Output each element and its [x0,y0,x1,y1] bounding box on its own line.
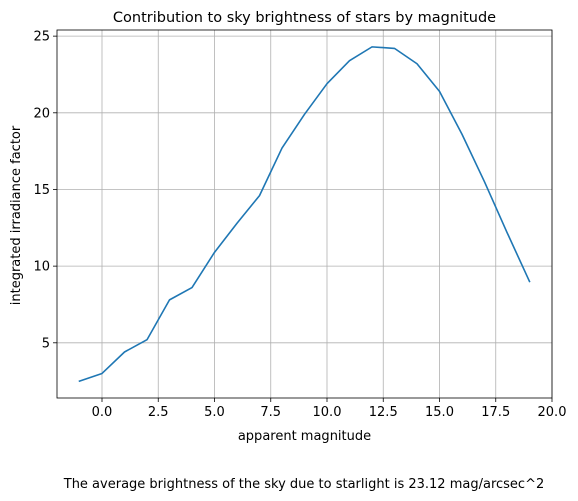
x-tick-label: 0.0 [92,405,113,420]
y-tick-label: 10 [33,260,50,275]
series-line [78,46,531,383]
footer-caption: The average brightness of the sky due to… [63,477,544,492]
x-tick-label: 12.5 [369,405,398,420]
x-tick-label: 5.0 [204,405,225,420]
data-layer [78,46,531,383]
x-tick-label: 15.0 [425,405,454,420]
y-tick-label: 20 [33,106,50,121]
x-tick-label: 10.0 [313,405,342,420]
x-tick-label: 2.5 [148,405,169,420]
grid [57,30,553,398]
y-tick-label: 5 [42,336,50,351]
x-tick-label: 20.0 [538,405,567,420]
plot-area-frame [56,29,553,399]
y-tick-label: 25 [33,30,50,45]
x-tick-label: 7.5 [260,405,281,420]
y-axis-label: integrated irradiance factor [9,125,24,305]
x-tick-label: 17.5 [481,405,510,420]
x-axis-label: apparent magnitude [238,429,371,444]
y-tick-label: 15 [33,183,50,198]
axis-ticks: 0.0 2.5 5.0 7.5 10.0 12.5 15.0 17.5 20.0 5 10 15 20 2… [33,30,566,420]
chart-title: Contribution to sky brightness of stars … [113,10,496,26]
